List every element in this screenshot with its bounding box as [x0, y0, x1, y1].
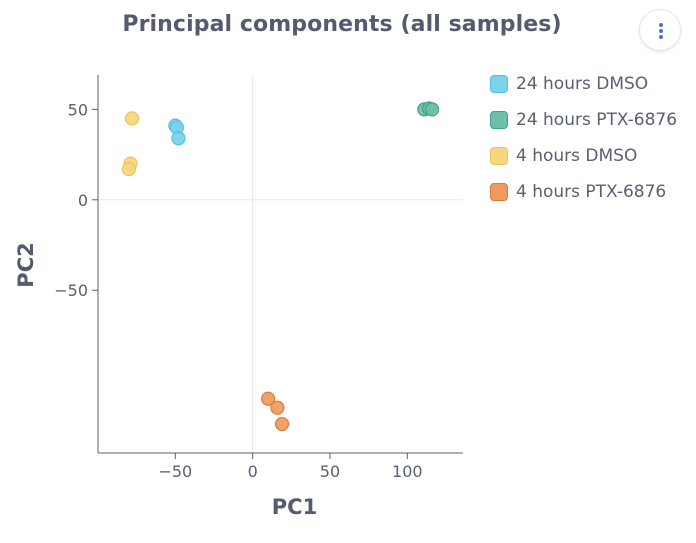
legend-label: 4 hours DMSO	[516, 145, 638, 166]
y-axis-label: PC2	[14, 242, 38, 287]
data-point-series-1	[171, 131, 186, 146]
legend: 24 hours DMSO 24 hours PTX-6876 4 hours DM…	[490, 70, 677, 214]
legend-label: 24 hours PTX-6876	[516, 109, 678, 130]
x-tick-label: 100	[392, 462, 423, 481]
legend-item[interactable]: 24 hours DMSO	[490, 70, 677, 97]
data-point-series-4	[274, 416, 290, 432]
legend-label: 4 hours PTX-6876	[516, 181, 667, 202]
y-tick-label: −50	[54, 281, 88, 300]
legend-swatch	[490, 110, 508, 129]
data-point-series-4	[270, 400, 285, 415]
data-point-series-4	[261, 391, 276, 406]
y-tick-label: 50	[68, 100, 88, 119]
more-options-icon-dot	[659, 29, 663, 33]
chart-title: Principal components (all samples)	[122, 12, 562, 37]
data-point-series-3	[121, 161, 137, 177]
x-axis-label: PC1	[272, 495, 317, 519]
x-tick-label: 50	[320, 462, 340, 481]
x-tick-label: −50	[158, 462, 192, 481]
x-tick-label: 0	[248, 462, 258, 481]
legend-swatch	[490, 146, 508, 165]
data-point-series-3	[124, 111, 140, 126]
more-options-icon	[659, 23, 663, 27]
y-tick-label: 0	[78, 191, 88, 210]
legend-label: 24 hours DMSO	[516, 73, 649, 94]
legend-item[interactable]: 4 hours DMSO	[490, 142, 677, 169]
more-options-icon-dot	[659, 35, 663, 39]
data-point-series-2	[424, 102, 440, 117]
legend-swatch	[490, 74, 508, 93]
more-options-button[interactable]	[639, 9, 681, 51]
legend-swatch	[490, 182, 508, 201]
legend-item[interactable]: 24 hours PTX-6876	[490, 106, 677, 133]
legend-item[interactable]: 4 hours PTX-6876	[490, 178, 677, 205]
